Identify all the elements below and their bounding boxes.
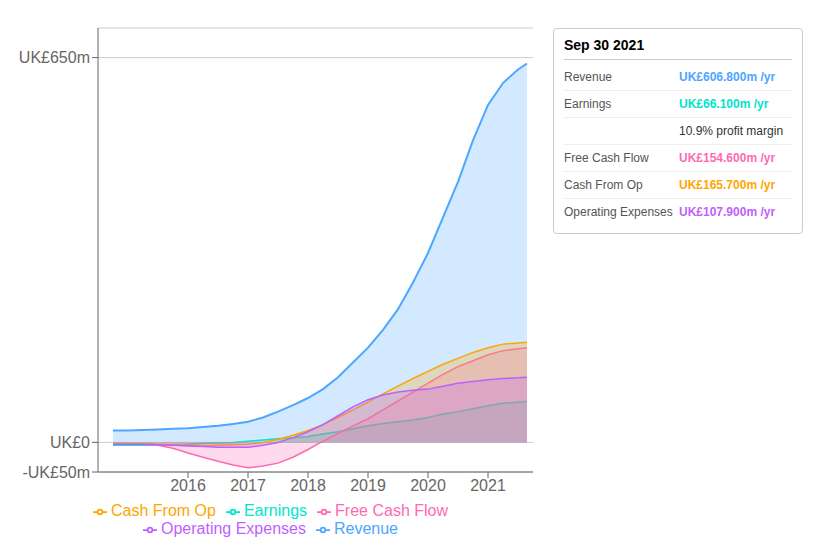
svg-text:2016: 2016 (170, 477, 206, 494)
html-text:Earnings: Earnings (243, 502, 308, 519)
html-text:UK£154.600m /yr: UK£154.600m /yr (679, 151, 776, 165)
svg-text:2019: 2019 (350, 477, 386, 494)
html-text:UK£606.800m /yr: UK£606.800m /yr (679, 70, 776, 84)
html-text:Revenue: Revenue (334, 520, 398, 537)
svg-text:2020: 2020 (410, 477, 446, 494)
html-text:Revenue: Revenue (564, 70, 612, 84)
html-text:Cash From Op: Cash From Op (111, 502, 216, 519)
html-text:Sep 30 2021: Sep 30 2021 (564, 37, 645, 53)
html-text:UK£107.900m /yr: UK£107.900m /yr (679, 205, 776, 219)
svg-text:2017: 2017 (230, 477, 266, 494)
html-text:Earnings: Earnings (564, 97, 612, 111)
html-text:Free Cash Flow: Free Cash Flow (335, 502, 448, 519)
html-text:Operating Expenses: Operating Expenses (564, 205, 673, 219)
svg-text:2021: 2021 (470, 477, 506, 494)
html-text:Operating Expenses: Operating Expenses (161, 520, 306, 537)
svg-text:UK£650m: UK£650m (19, 49, 90, 66)
html-text:Cash From Op: Cash From Op (564, 178, 643, 192)
html-text:UK£66.100m /yr: UK£66.100m /yr (679, 97, 769, 111)
svg-text:2018: 2018 (290, 477, 326, 494)
html-text:UK£165.700m /yr: UK£165.700m /yr (679, 178, 776, 192)
html-text:10.9% profit margin: 10.9% profit margin (679, 124, 784, 138)
svg-text:UK£0: UK£0 (50, 434, 90, 451)
html-text:Free Cash Flow: Free Cash Flow (564, 151, 649, 165)
svg-text:-UK£50m: -UK£50m (22, 464, 90, 481)
